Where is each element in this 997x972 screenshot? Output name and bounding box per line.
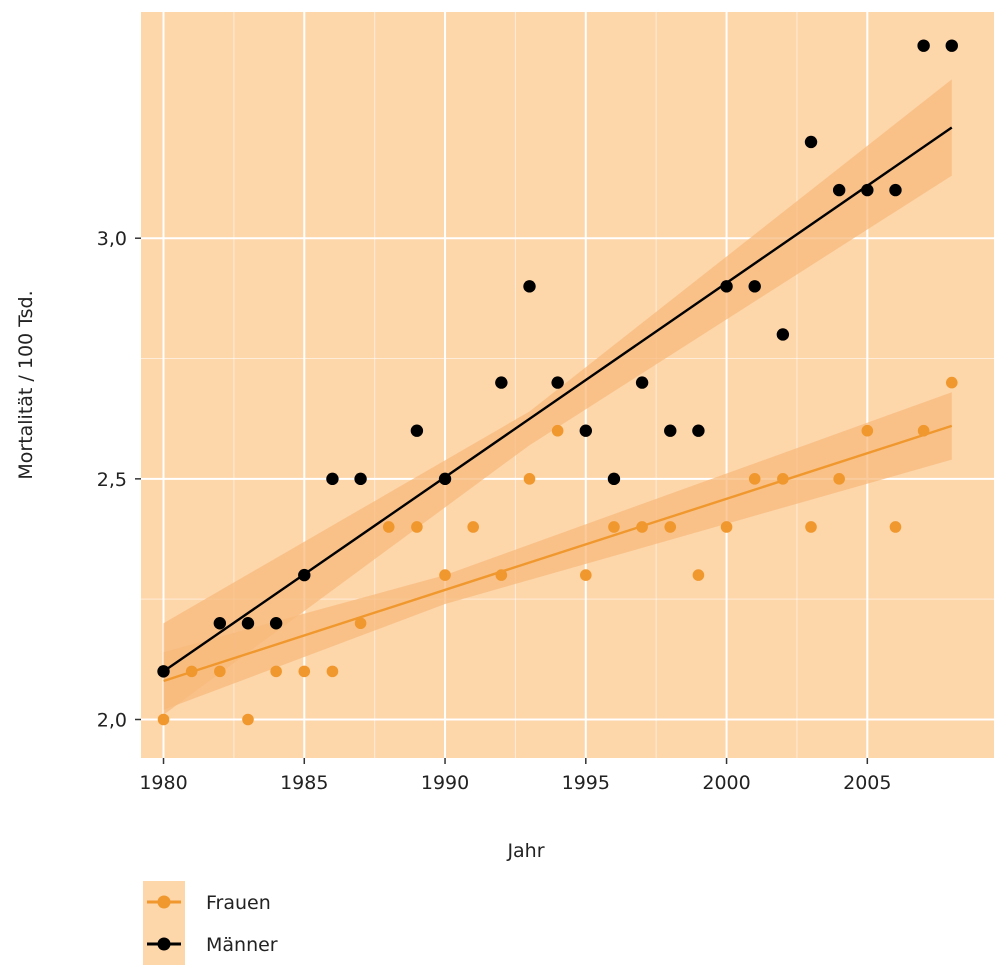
data-point-maenner [776,328,790,341]
data-point-frauen [692,569,705,581]
data-point-frauen [439,569,451,581]
data-point-maenner [495,376,508,389]
data-point-frauen [298,665,311,678]
trend-line-maenner [162,126,953,673]
data-point-frauen [917,424,930,437]
data-point-frauen [354,617,367,630]
data-point-maenner [692,424,705,437]
data-point-maenner [551,376,564,389]
data-point-maenner [607,472,621,486]
x-tick-label: 1990 [421,772,469,794]
y-axis-title: Mortalität / 100 Tsd. [15,290,37,479]
data-point-frauen [270,665,282,678]
data-point-maenner [410,424,424,437]
data-point-maenner [241,617,255,630]
data-point-frauen [945,376,958,389]
data-point-maenner [635,376,649,389]
data-point-maenner [298,568,311,582]
data-point-maenner [579,424,592,437]
data-point-maenner [664,424,677,437]
data-point-maenner [804,135,818,149]
data-point-maenner [832,183,846,197]
confidence-band-maenner [163,79,952,715]
legend-label-frauen: Frauen [206,892,271,914]
data-point-frauen [720,521,733,533]
data-point-maenner [269,617,283,630]
legend-key-frauen-point [157,895,171,909]
x-axis-title: Jahr [506,840,544,862]
confidence-band-frauen [163,392,952,710]
data-point-frauen [157,713,170,726]
data-point-frauen [467,521,479,533]
data-point-maenner [354,472,367,486]
data-point-frauen [411,521,423,533]
data-point-maenner [438,472,452,486]
trend-lines [162,126,953,683]
data-point-maenner [720,280,733,293]
data-point-maenner [945,39,958,52]
y-tick-label: 3,0 [97,228,127,250]
x-tick-label: 2000 [702,772,750,794]
data-point-frauen [664,521,677,533]
data-point-frauen [242,713,254,726]
x-tick-label: 1985 [280,772,328,794]
data-point-frauen [185,665,198,678]
data-point-frauen [777,473,789,485]
data-point-frauen [326,665,339,678]
data-point-frauen [495,569,508,581]
legend: Frauen Männer [143,881,278,965]
x-tick-label: 1980 [139,772,187,794]
data-point-frauen [748,473,761,485]
data-point-frauen [551,424,564,437]
confidence-bands [163,79,952,715]
data-point-frauen [861,424,874,437]
data-point-frauen [523,473,536,485]
data-point-frauen [833,473,845,485]
data-point-frauen [382,521,395,533]
x-axis-ticks: 1980 1985 1990 1995 2000 2005 [139,758,891,794]
y-axis-ticks: 2,0 2,5 3,0 [97,228,141,731]
trend-line-frauen [163,424,953,683]
legend-key-maenner-point [157,937,171,951]
legend-label-maenner: Männer [206,934,278,956]
data-point-maenner [213,617,227,630]
y-tick-label: 2,5 [97,469,127,491]
data-point-maenner [326,472,339,486]
data-point-frauen [805,521,817,533]
data-point-maenner [889,183,902,197]
data-point-maenner [861,183,874,197]
data-point-maenner [917,39,930,52]
data-point-frauen [608,521,620,533]
data-point-maenner [157,665,170,678]
data-point-frauen [579,569,592,581]
data-point-frauen [636,521,648,533]
y-tick-label: 2,0 [97,709,127,731]
data-point-frauen [889,521,902,533]
data-point-frauen [214,665,226,678]
x-tick-label: 2005 [843,772,891,794]
x-tick-label: 1995 [562,772,610,794]
data-points [157,39,958,726]
data-point-maenner [523,280,536,293]
data-point-maenner [748,280,761,293]
